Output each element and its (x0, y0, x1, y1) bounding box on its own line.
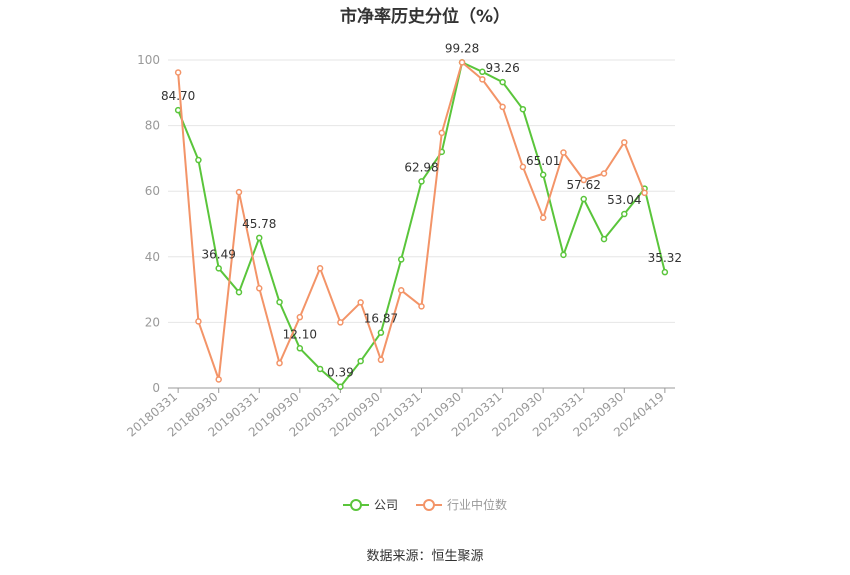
data-point (256, 285, 263, 292)
data-label: 84.70 (161, 89, 195, 103)
data-point (195, 156, 202, 164)
legend-industry-label: 行业中位数 (447, 498, 508, 512)
data-point (337, 383, 344, 390)
data-point (641, 189, 648, 197)
data-point (276, 359, 283, 367)
data-point (235, 288, 243, 296)
data-point (458, 59, 466, 66)
data-label: 36.49 (202, 247, 236, 261)
data-point (316, 265, 324, 272)
data-label: 35.32 (648, 251, 682, 265)
legend-company-marker (342, 498, 369, 511)
data-point (256, 234, 263, 242)
y-tick-label: 0 (152, 381, 160, 395)
data-point (215, 265, 222, 272)
data-point (539, 171, 547, 179)
data-point (661, 268, 669, 276)
data-point (276, 298, 283, 306)
data-point (499, 103, 506, 111)
data-labels: 84.70 36.49 45.78 12.10 0.39 16.87 62.98 99.28 9… (161, 41, 682, 379)
y-tick-label: 100 (137, 53, 160, 67)
data-point (600, 170, 608, 177)
data-point (296, 313, 304, 321)
axes: 0204060801002018033120180930201903312019… (124, 53, 675, 440)
series-line (177, 61, 646, 381)
data-point (195, 318, 202, 325)
y-tick-label: 60 (145, 184, 160, 198)
data-label: 93.26 (485, 61, 519, 75)
data-point (621, 210, 628, 218)
data-point (215, 376, 222, 383)
y-tick-label: 40 (145, 250, 160, 264)
source-note: 数据来源：恒生聚源 (366, 549, 484, 564)
legend-industry-marker (416, 498, 442, 511)
data-point (539, 214, 547, 222)
data-point (621, 139, 628, 146)
data-label: 99.28 (445, 41, 479, 55)
data-label: 65.01 (526, 154, 560, 168)
data-point (519, 105, 527, 113)
data-point (397, 256, 405, 263)
legend-item-company[interactable]: 公司 (342, 496, 398, 513)
chart-title: 市净率历史分位（%） (339, 7, 511, 27)
data-point (600, 235, 608, 243)
data-point (499, 78, 506, 86)
legend: 公司 行业中位数 (0, 496, 850, 513)
data-label: 57.62 (567, 178, 601, 192)
y-tick-label: 20 (145, 315, 160, 329)
series-industry (174, 59, 648, 383)
data-point (296, 345, 304, 352)
data-point (418, 303, 425, 310)
data-label: 16.87 (364, 312, 398, 326)
data-point (479, 68, 486, 76)
data-label: 45.78 (242, 217, 276, 231)
y-tick-label: 80 (145, 119, 160, 133)
data-point (357, 299, 364, 306)
data-point (377, 329, 385, 336)
data-point (560, 251, 567, 259)
data-point (174, 106, 182, 114)
data-point (580, 195, 587, 203)
data-point (519, 163, 527, 171)
data-point (235, 188, 243, 196)
series-lines (174, 59, 669, 390)
data-label: 0.39 (327, 366, 354, 380)
legend-company-label: 公司 (373, 498, 398, 512)
data-point (316, 365, 324, 373)
data-point (174, 69, 182, 76)
data-point (357, 357, 364, 365)
data-label: 62.98 (404, 160, 438, 174)
data-point (479, 76, 486, 83)
data-point (580, 176, 587, 184)
data-point (337, 319, 344, 326)
data-label: 12.10 (283, 327, 317, 341)
data-point (397, 287, 405, 294)
data-point (560, 149, 567, 156)
data-point (377, 356, 385, 364)
data-label: 53.04 (607, 193, 641, 207)
data-point (438, 129, 446, 137)
legend-item-industry[interactable]: 行业中位数 (416, 496, 507, 513)
data-point (418, 178, 425, 185)
grid-lines (168, 59, 675, 323)
